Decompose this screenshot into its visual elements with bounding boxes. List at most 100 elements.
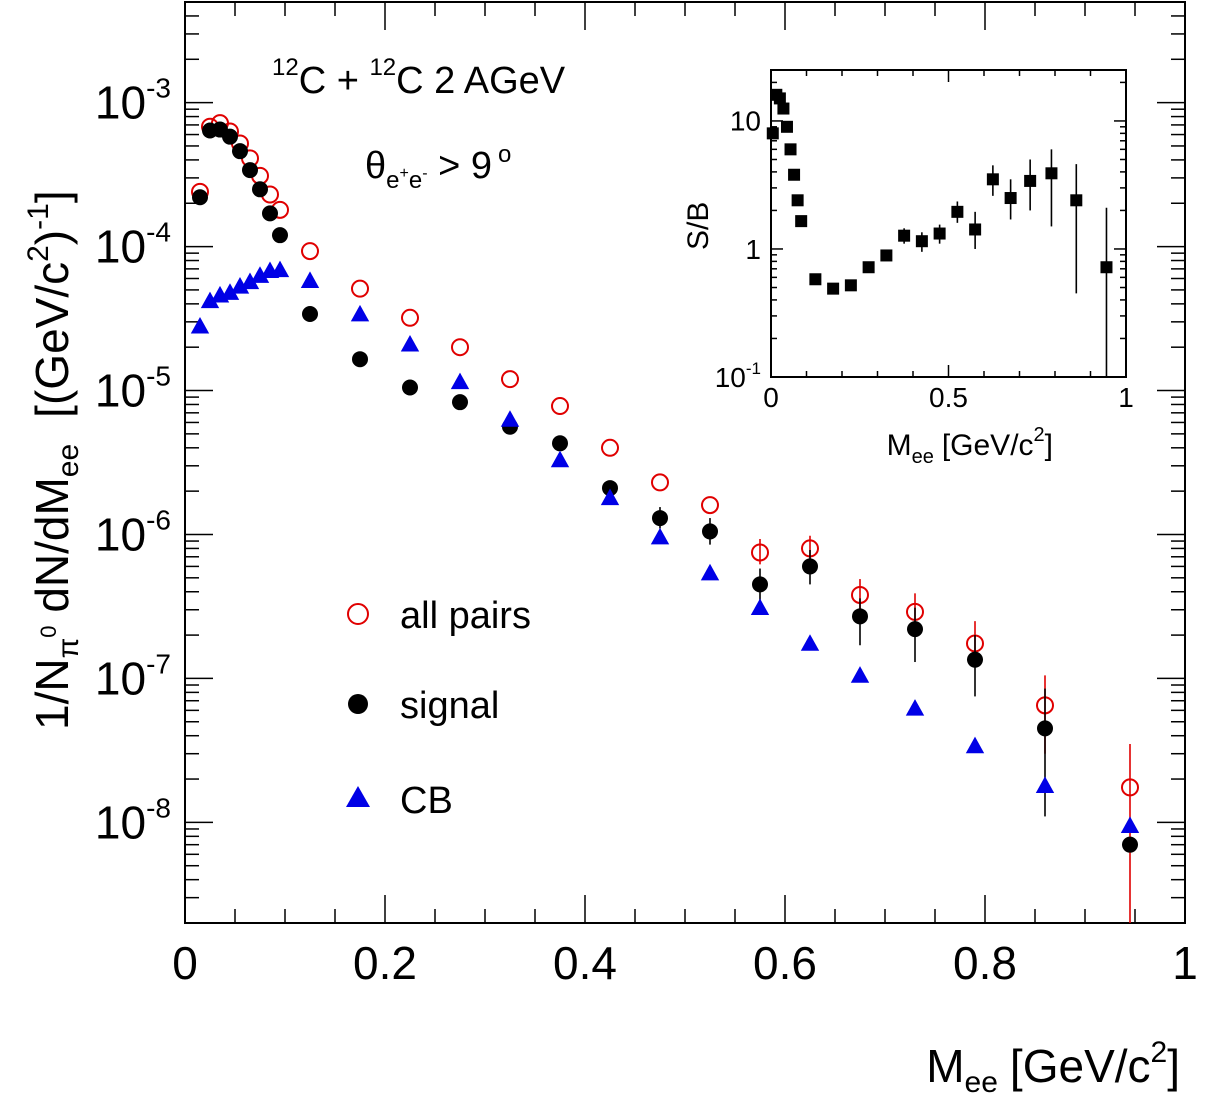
legend-marker-cb	[346, 786, 370, 807]
inset-y-tick-labels: 10 1 10-1	[715, 106, 761, 393]
y-tick-label: 10-5	[95, 361, 171, 417]
y-tick-label: 10	[730, 106, 761, 137]
y-tick-label: 10-7	[95, 649, 171, 705]
data-point-cb	[240, 272, 260, 290]
y-tick-label: 10-1	[715, 359, 761, 393]
data-point-cb	[965, 736, 985, 754]
legend-label-signal: signal	[400, 685, 499, 727]
main-y-tick-labels: 10-3 10-4 10-5 10-6 10-7 10-8	[95, 73, 171, 849]
data-point-s-over-b	[880, 249, 893, 262]
x-tick-label: 0	[172, 937, 198, 989]
data-point-s-over-b	[1045, 167, 1058, 180]
inset-data-points	[766, 88, 1113, 377]
data-point-all-pairs	[451, 338, 469, 357]
data-point-signal	[852, 608, 868, 625]
data-point-all-pairs	[701, 496, 719, 515]
legend-marker-all-pairs	[347, 603, 369, 625]
inset-axis-ticks	[770, 70, 1127, 378]
data-point-cb	[350, 304, 370, 322]
data-point-s-over-b	[915, 235, 928, 248]
y-tick-label: 10-8	[95, 792, 171, 848]
data-point-cb	[650, 527, 670, 545]
data-point-cb	[600, 488, 620, 506]
data-point-s-over-b	[780, 120, 793, 133]
main-x-tick-labels: 0 0.2 0.4 0.6 0.8 1	[172, 937, 1198, 989]
legend-label-all-pairs: all pairs	[400, 595, 531, 637]
data-point-cb	[750, 598, 770, 616]
data-point-signal	[552, 435, 568, 452]
data-point-all-pairs	[351, 279, 369, 298]
data-point-s-over-b	[773, 92, 786, 105]
series-cb	[190, 260, 1140, 833]
data-point-s-over-b	[951, 205, 964, 218]
legend-marker-signal	[348, 694, 368, 714]
data-point-cb	[220, 283, 240, 300]
data-point-signal	[652, 510, 668, 527]
data-point-cb	[300, 271, 320, 288]
main-x-axis-label: Mee [GeV/c2]	[926, 1036, 1180, 1097]
data-point-s-over-b	[809, 273, 822, 286]
y-tick-label: 10-6	[95, 505, 171, 561]
main-data-points	[190, 114, 1140, 923]
data-point-cb	[250, 266, 270, 283]
data-point-all-pairs	[601, 438, 619, 457]
data-point-all-pairs	[301, 242, 319, 261]
data-point-all-pairs	[1121, 778, 1139, 797]
inset-x-tick-labels: 0 0.5 1	[763, 382, 1134, 413]
data-point-signal	[232, 143, 248, 160]
data-point-signal	[602, 480, 618, 497]
data-point-signal	[1122, 836, 1138, 853]
data-point-cb	[500, 410, 520, 427]
data-point-cb	[190, 316, 210, 334]
inset-y-axis-label: S/B	[682, 202, 715, 250]
data-point-all-pairs	[751, 543, 769, 562]
data-point-s-over-b	[1004, 192, 1017, 205]
data-point-signal	[252, 181, 268, 198]
collision-system-annotation: 12C + 12C 2 AGeV	[272, 54, 566, 102]
legend: all pairs signal CB	[346, 595, 531, 822]
x-tick-label: 1	[1172, 937, 1198, 989]
main-axis-ticks	[184, 1, 1186, 924]
data-point-s-over-b	[788, 168, 801, 181]
data-point-signal	[352, 351, 368, 368]
data-point-cb	[850, 666, 870, 683]
data-point-cb	[400, 334, 420, 352]
x-tick-label: 0.6	[753, 937, 817, 989]
data-point-s-over-b	[969, 223, 982, 236]
data-point-cb	[700, 563, 720, 581]
data-point-signal	[752, 576, 768, 593]
x-tick-label: 0.4	[553, 937, 617, 989]
data-point-cb	[1120, 816, 1140, 833]
data-point-cb	[550, 450, 570, 468]
data-point-s-over-b	[986, 173, 999, 186]
data-point-all-pairs	[501, 370, 519, 389]
data-point-signal	[702, 523, 718, 540]
data-point-signal	[302, 306, 318, 323]
data-point-cb	[200, 291, 220, 309]
series-signal	[192, 121, 1138, 853]
x-tick-label: 1	[1118, 382, 1134, 413]
y-tick-label: 1	[745, 234, 761, 265]
data-point-signal	[262, 205, 278, 222]
data-point-signal	[242, 162, 258, 179]
data-point-cb	[905, 699, 925, 716]
x-tick-label: 0.2	[353, 937, 417, 989]
data-point-s-over-b	[795, 215, 808, 228]
data-point-s-over-b	[1100, 261, 1113, 274]
data-point-cb	[270, 260, 290, 278]
legend-label-cb: CB	[400, 780, 453, 822]
x-tick-label: 0	[763, 382, 779, 413]
y-tick-label: 10-4	[95, 217, 171, 273]
data-point-s-over-b	[766, 127, 779, 140]
data-point-s-over-b	[1024, 174, 1037, 187]
inset-x-axis-label: Mee [GeV/c2]	[887, 424, 1053, 468]
data-point-s-over-b	[827, 282, 840, 295]
data-point-cb	[1035, 776, 1055, 793]
data-point-signal	[802, 558, 818, 575]
data-point-s-over-b	[784, 143, 797, 156]
data-point-s-over-b	[777, 102, 790, 115]
inset-plot-frame	[770, 69, 1127, 378]
data-point-s-over-b	[844, 279, 857, 292]
data-point-all-pairs	[401, 308, 419, 327]
